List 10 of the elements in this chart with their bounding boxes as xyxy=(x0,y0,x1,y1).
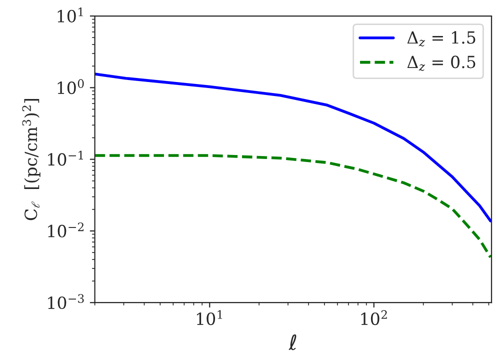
y-tick-label: 10$^{−2}$ xyxy=(48,222,84,238)
y-tick-label: 10$^{1}$ xyxy=(58,8,83,22)
legend-label: Δ$_{z}$ = 1.5 xyxy=(407,31,476,46)
x-axis-title: ℓ xyxy=(288,334,296,350)
y-tick-label: 10$^{−3}$ xyxy=(48,294,84,310)
x-tick-label: 10$^{2}$ xyxy=(361,310,387,326)
y-tick-label: 10$^{−1}$ xyxy=(48,150,83,166)
legend-label: Δ$_{z}$ = 0.5 xyxy=(407,56,476,71)
y-axis-title: C$_{ℓ}$ [(pc/cm$^{3}$)$^{2}$] xyxy=(22,99,40,220)
y-tick-label: 10$^{0}$ xyxy=(58,79,84,94)
